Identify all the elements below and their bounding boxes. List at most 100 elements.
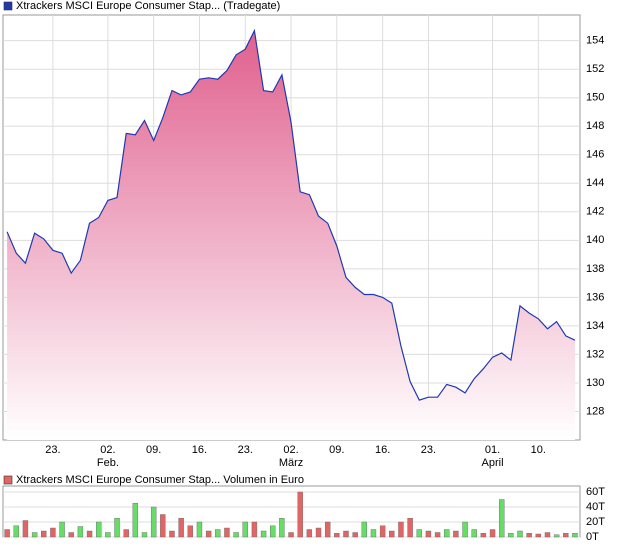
bar [233, 532, 239, 538]
bar [279, 518, 285, 538]
bar [498, 499, 505, 538]
bar [150, 506, 157, 538]
y-tick-label: 0T [586, 531, 599, 543]
x-tick-label: 10. [531, 444, 546, 456]
bar [141, 532, 148, 538]
bar [105, 532, 111, 538]
bar [31, 532, 38, 538]
bar [205, 530, 212, 538]
bar [178, 518, 184, 538]
bar [324, 521, 331, 538]
bar [297, 491, 303, 538]
y-tick-label: 60T [586, 486, 605, 498]
bar [123, 529, 129, 538]
bar [86, 530, 93, 538]
bar [489, 529, 496, 538]
y-tick-label: 152 [586, 63, 604, 75]
bar [132, 503, 139, 538]
y-tick-label: 138 [586, 263, 604, 275]
bar [288, 532, 294, 538]
x-tick-label: 23. [238, 444, 253, 456]
y-tick-label: 142 [586, 206, 604, 218]
bar [553, 534, 560, 538]
y-tick-label: 140 [586, 234, 604, 246]
x-tick-label: 02. [283, 444, 298, 456]
bar [453, 530, 459, 538]
bar [352, 532, 358, 538]
x-month-label: April [482, 457, 504, 469]
bar [306, 529, 313, 538]
y-tick-label: 144 [586, 177, 604, 189]
bar [187, 525, 193, 538]
y-tick-label: 150 [586, 92, 604, 104]
legend-swatch [3, 475, 13, 485]
bar [444, 529, 450, 538]
bar [315, 527, 322, 538]
x-month-label: März [279, 457, 303, 469]
bar [251, 521, 258, 538]
bar [389, 530, 395, 538]
x-month-label: Feb. [97, 457, 119, 469]
bar [572, 533, 578, 538]
bar [526, 533, 532, 538]
y-tick-label: 146 [586, 149, 604, 161]
bar [471, 529, 477, 538]
bar [434, 532, 441, 538]
bar [59, 521, 65, 538]
bar [260, 530, 267, 538]
bar [13, 525, 19, 538]
bar [361, 521, 368, 538]
area [7, 30, 576, 440]
y-tick-label: 134 [586, 320, 604, 332]
bar [96, 521, 102, 538]
bar [462, 521, 468, 538]
bar [425, 530, 432, 538]
bar [407, 518, 413, 538]
bar [77, 526, 84, 538]
y-tick-label: 136 [586, 291, 604, 303]
bar [370, 529, 377, 538]
x-tick-label: 16. [375, 444, 390, 456]
bar [334, 533, 340, 538]
x-tick-label: 23. [421, 444, 436, 456]
x-tick-label: 02. [100, 444, 115, 456]
bar [343, 530, 349, 538]
bar [224, 527, 230, 538]
line [6, 28, 576, 401]
bar [563, 533, 569, 538]
bar [114, 518, 120, 538]
bar [4, 529, 10, 538]
bar [196, 521, 203, 538]
bar [50, 527, 56, 538]
bar [22, 520, 29, 538]
y-tick-label: 154 [586, 35, 604, 47]
y-tick-label: 148 [586, 120, 604, 132]
bar [270, 525, 276, 538]
x-tick-label: 01. [485, 444, 500, 456]
y-tick-label: 128 [586, 405, 604, 417]
y-tick-label: 20T [586, 516, 605, 528]
bar [41, 530, 47, 538]
y-tick-label: 132 [586, 348, 604, 360]
bar [480, 533, 487, 538]
bar [517, 530, 523, 538]
x-tick-label: 23. [45, 444, 60, 456]
x-tick-label: 16. [192, 444, 207, 456]
bar [398, 521, 404, 538]
legend-swatch [3, 1, 13, 11]
x-tick-label: 09. [146, 444, 161, 456]
legend-label: Xtrackers MSCI Europe Consumer Stap... (… [16, 0, 280, 12]
bar [169, 530, 175, 538]
bar [508, 533, 514, 538]
x-tick-label: 09. [329, 444, 344, 456]
bar [379, 525, 386, 538]
bar [215, 529, 221, 538]
y-tick-label: 130 [586, 377, 604, 389]
bar [535, 533, 542, 538]
y-tick-label: 40T [586, 501, 605, 513]
bar [160, 514, 166, 538]
bar [544, 532, 551, 538]
legend-label: Xtrackers MSCI Europe Consumer Stap... V… [16, 474, 304, 486]
bar [416, 529, 422, 538]
